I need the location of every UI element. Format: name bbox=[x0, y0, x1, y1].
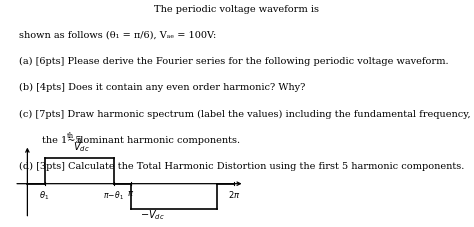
Text: $-V_{dc}$: $-V_{dc}$ bbox=[140, 207, 165, 221]
Text: (c) [7pts] Draw harmonic spectrum (label the values) including the fundamental f: (c) [7pts] Draw harmonic spectrum (label… bbox=[19, 109, 471, 118]
Text: (b) [4pts] Does it contain any even order harmonic? Why?: (b) [4pts] Does it contain any even orde… bbox=[19, 83, 305, 92]
Text: (d) [3pts] Calculate the Total Harmonic Distortion using the first 5 harmonic co: (d) [3pts] Calculate the Total Harmonic … bbox=[19, 161, 465, 170]
Text: dominant harmonic components.: dominant harmonic components. bbox=[74, 135, 240, 144]
Text: The periodic voltage waveform is: The periodic voltage waveform is bbox=[155, 5, 319, 13]
Text: $\theta_1$: $\theta_1$ bbox=[39, 188, 50, 201]
Text: shown as follows (θ₁ = π/6), Vₐₑ = 100V:: shown as follows (θ₁ = π/6), Vₐₑ = 100V: bbox=[19, 31, 216, 39]
Text: $2\pi$: $2\pi$ bbox=[228, 188, 240, 199]
Text: $V_{dc}$: $V_{dc}$ bbox=[73, 140, 90, 154]
Text: $\pi$: $\pi$ bbox=[127, 188, 134, 197]
Text: (a) [6pts] Please derive the Fourier series for the following periodic voltage w: (a) [6pts] Please derive the Fourier ser… bbox=[19, 57, 448, 66]
Text: $\pi\!-\!\theta_1$: $\pi\!-\!\theta_1$ bbox=[103, 188, 124, 201]
Text: th: th bbox=[66, 131, 73, 139]
Text: the 1~5: the 1~5 bbox=[42, 135, 81, 144]
